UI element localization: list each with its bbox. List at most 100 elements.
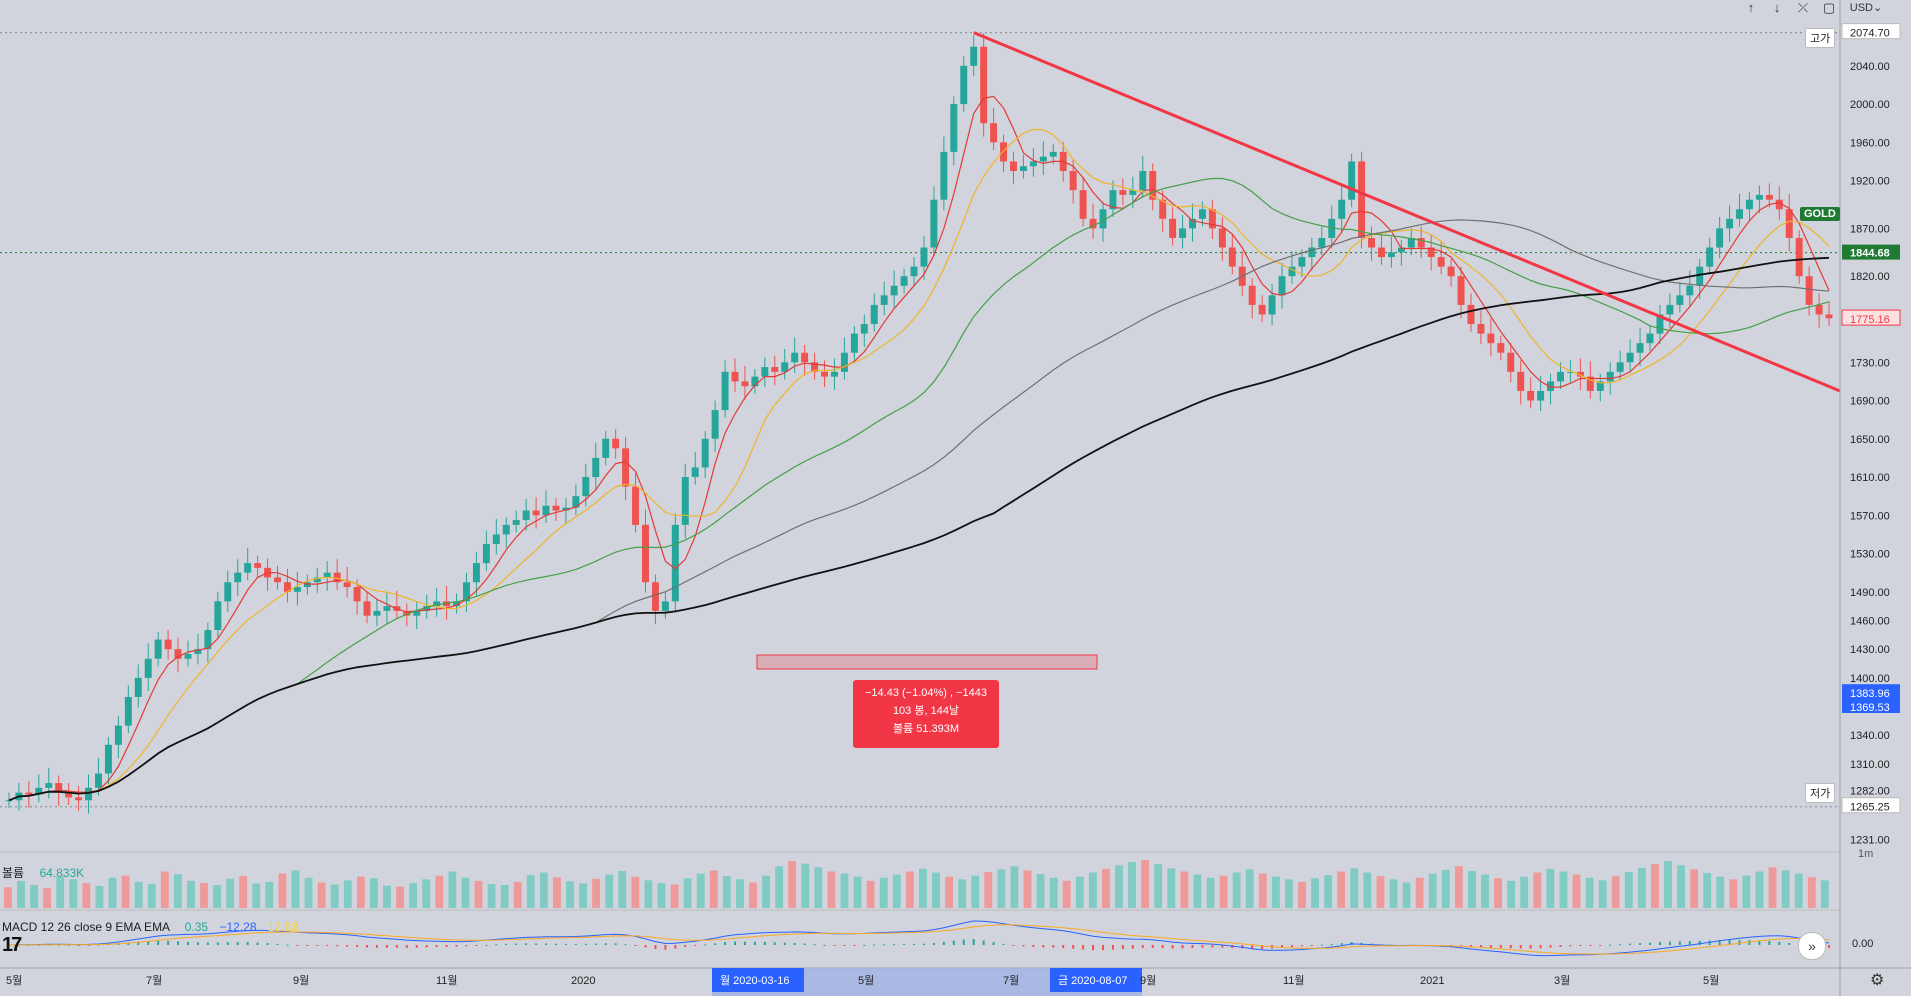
macd-histogram-bar [1509,945,1512,949]
x-tick-label: 7월 [146,974,162,987]
y-axis[interactable]: 2074.70 2040.00 2000.00 1960.00 1920.00 1870.… [1839,0,1911,996]
candle-body [1069,171,1077,191]
macd-histogram-bar [932,942,935,945]
fullscreen-icon[interactable]: ▢ [1822,0,1836,15]
candle-body [1775,199,1783,210]
macd-histogram-bar [535,943,538,945]
candle-body [254,563,262,568]
volume-bar [1820,880,1829,908]
candle-body [1557,371,1564,382]
volume-bar [30,885,38,908]
volume-bar [1651,864,1659,908]
candle-body [1815,304,1823,315]
y-tick-label: 2074.70 [1850,28,1890,40]
volume-bar [1507,880,1516,908]
volume-bar [801,863,810,908]
macd-histogram-bar [554,943,557,945]
macd-legend[interactable]: MACD 12 26 close 9 EMA EMA 0.35 −12.28 1… [2,920,298,934]
collapse-icon[interactable]: ⤫ [1797,0,1809,15]
macd-histogram-bar [1738,940,1741,945]
currency-selector[interactable]: USD⌄ [1849,2,1883,14]
measure-tooltip: −14.43 (−1.04%) , −1443 103 봉, 144날 볼륨 5… [853,680,999,748]
candle-body [1626,352,1634,363]
candle-body [1547,381,1555,391]
candle-body [114,725,122,745]
macd-histogram-bar [1092,945,1095,951]
volume-bar [147,884,156,908]
x-axis[interactable]: 월 2020-03-16 금 2020-08-07 5월 7월 9월 11월 2020 5월 7… [0,967,1911,996]
volume-bar [1468,870,1476,908]
candle-body [731,371,739,382]
y-tick-label: 1820.00 [1850,271,1890,283]
volume-bar [853,876,862,908]
volume-bar [1102,868,1110,908]
y-tick-label: 1610.00 [1850,472,1890,484]
candle-body [1079,190,1087,219]
candle-body [1576,371,1584,377]
macd-histogram-bar [316,945,319,946]
volume-bar [736,879,744,908]
macd-zero-label: 0.00 [1852,938,1874,950]
candle-body [1427,247,1435,258]
candle-body [1537,390,1545,401]
macd-value-signal: 12.63 [267,920,298,934]
y-tick-highlight [1842,698,1900,714]
macd-histogram-bar [97,944,100,946]
candle-body [1477,324,1485,334]
volume-bar [1807,877,1816,908]
candle-body [781,362,789,372]
measure-bars: 103 봉, 144날 [892,705,960,717]
macd-histogram-bar [137,941,140,945]
macd-histogram-bar [1569,945,1572,947]
volume-bar [932,872,940,908]
volume-bar [1402,882,1411,908]
macd-histogram-bar [893,944,896,946]
arrow-down-icon[interactable]: ↓ [1773,0,1781,15]
candle-body [910,266,918,277]
candle-body [1129,190,1137,195]
candle-body [1795,237,1803,277]
volume-bar [4,887,12,908]
candle-body [751,376,759,387]
volume-legend[interactable]: 볼륨 64.833K [2,864,84,881]
arrow-up-icon[interactable]: ↑ [1747,0,1755,15]
candle-body [373,610,381,616]
volume-bar [814,867,823,908]
candle-body [423,606,431,611]
volume-bar [879,877,888,908]
candle-body [1437,257,1445,267]
volume-bar [43,888,52,908]
candle-body [701,438,709,468]
macd-histogram-bar [57,944,60,946]
candle-body [761,367,769,377]
trendline[interactable] [756,31,1841,670]
macd-histogram-bar [734,941,737,945]
volume-bar [1049,877,1058,908]
macd-histogram-bar [1101,945,1104,951]
candle-body [622,448,630,487]
scroll-to-latest-button[interactable]: » [1798,932,1826,960]
candle-body [124,696,132,726]
candle-body [651,582,659,611]
volume-bar [775,866,784,908]
macd-histogram-bar [1549,945,1552,948]
x-tick-label: 2021 [1420,975,1444,987]
settings-gear-icon[interactable]: ⚙ [1870,972,1885,989]
volume-bar [1415,877,1424,908]
candle-body [1208,209,1216,229]
macd-histogram-bar [1788,942,1791,945]
macd-histogram-bar [1629,943,1632,945]
macd-histogram-bar [1111,945,1114,950]
candle-body [1656,314,1664,334]
macd-histogram-bar [475,945,478,946]
macd-histogram-bar [1251,945,1254,949]
macd-histogram-bar [1688,941,1691,945]
volume-bar [1389,879,1398,908]
macd-histogram-bar [1151,945,1154,948]
volume-bar [709,870,718,908]
macd-histogram-bar [1649,942,1652,945]
candle-body [1218,228,1226,248]
macd-histogram-bar [763,941,766,945]
volume-bar [422,879,431,908]
